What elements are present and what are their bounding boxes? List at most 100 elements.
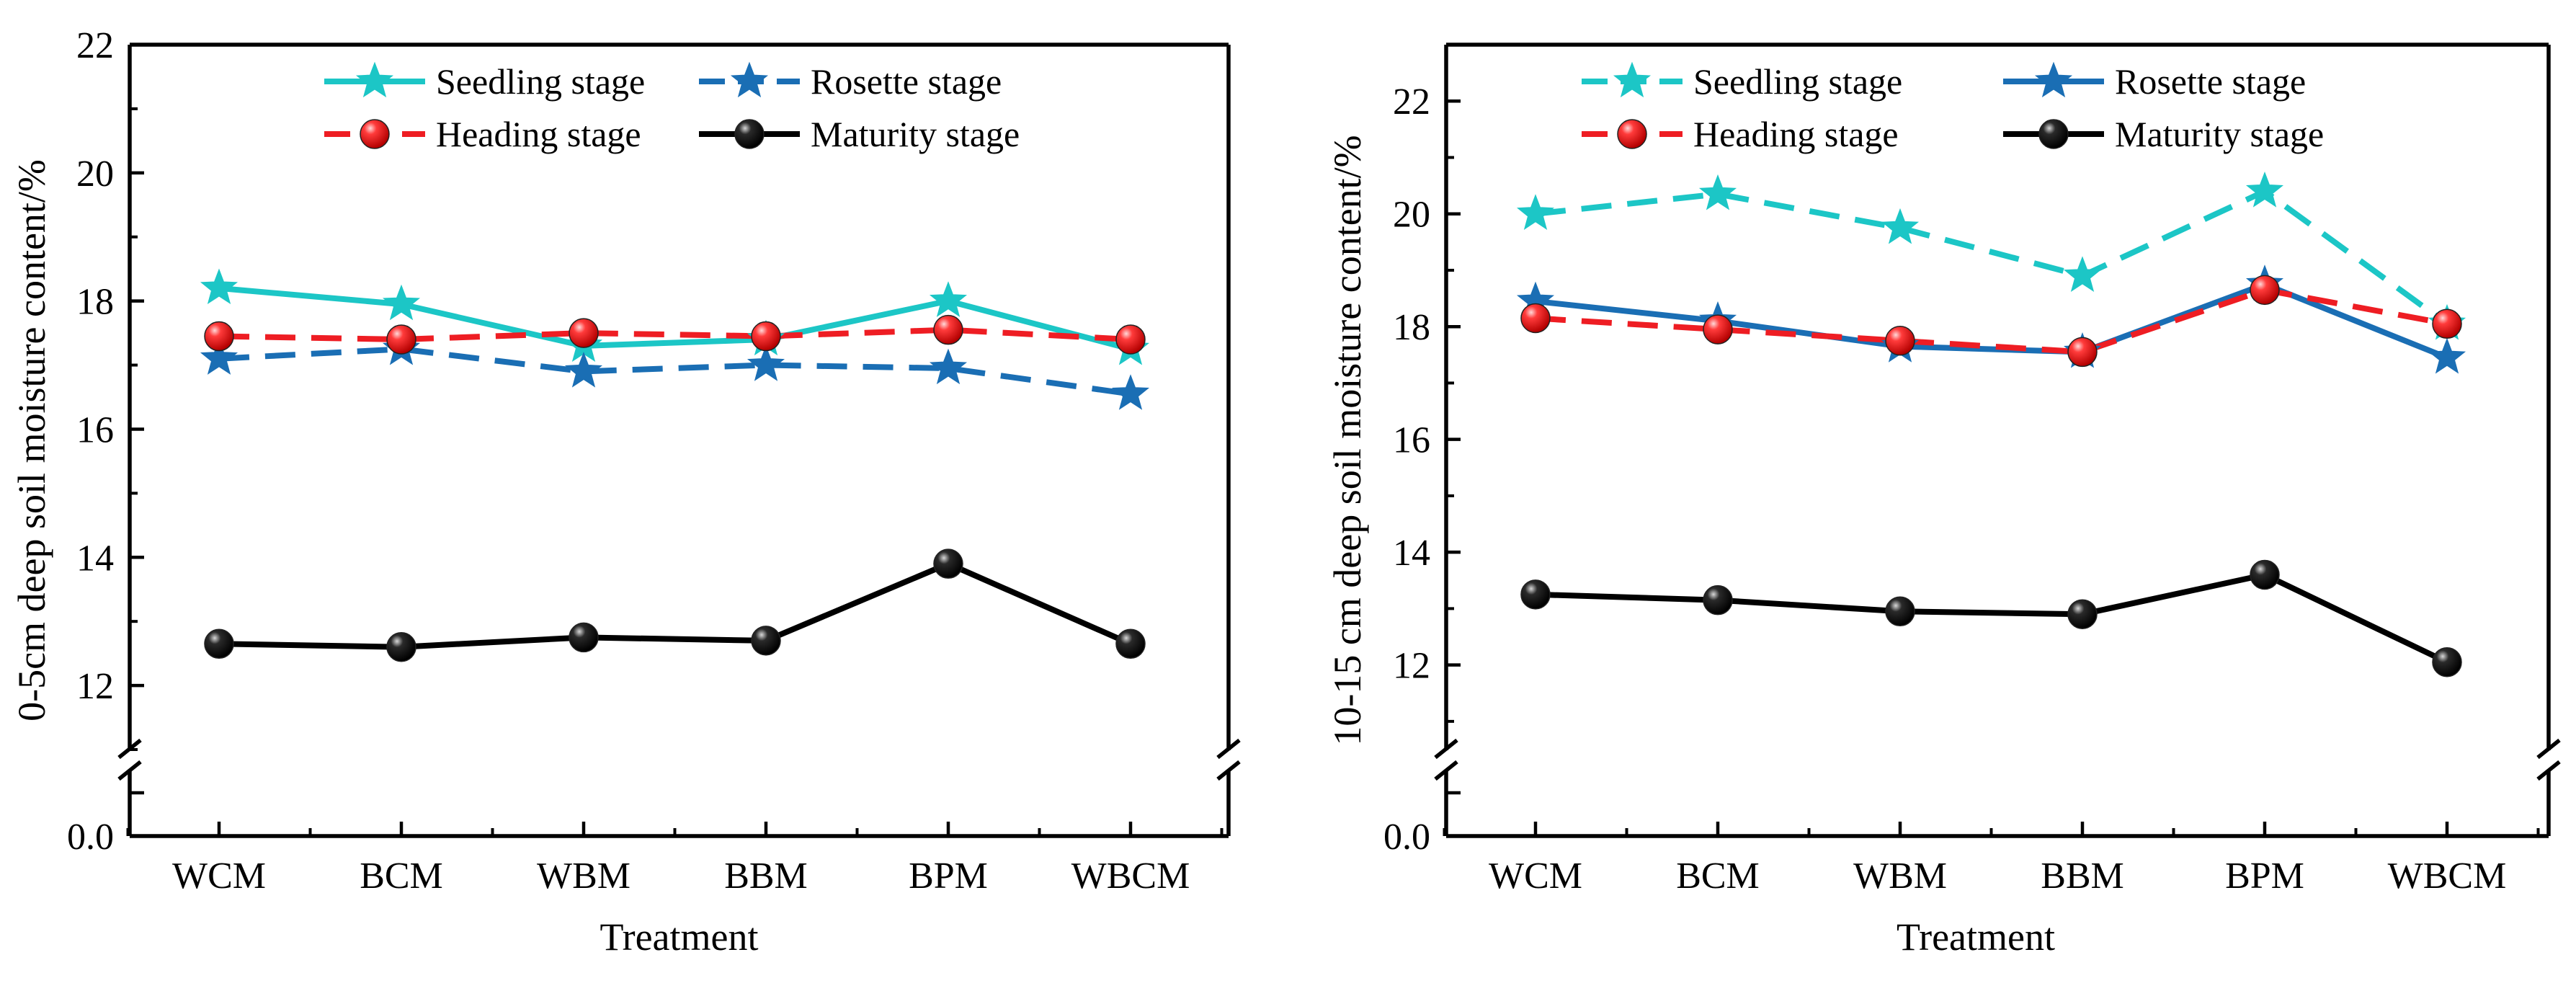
legend-marker-heading-stage <box>1617 119 1647 149</box>
axis-break-mark <box>1434 760 1458 781</box>
y-tick-label: 18 <box>76 282 114 323</box>
data-point-heading-stage-bpm <box>933 314 963 345</box>
legend-label-rosette-stage: Rosette stage <box>2115 61 2306 102</box>
x-tick-label-wbm: WBM <box>537 856 630 897</box>
data-point-heading-stage-bcm <box>386 324 416 355</box>
legend-marker-heading-stage <box>360 119 390 149</box>
data-point-heading-stage-wbcm <box>2432 308 2462 339</box>
y-tick-label: 12 <box>1393 646 1430 687</box>
series-line-rosette-stage <box>1535 281 2448 360</box>
data-point-heading-stage-bcm <box>1703 314 1733 345</box>
y-tick-label: 12 <box>76 666 114 707</box>
chart-panel-left: 12 14 16 18 20 22 0.0 WCM BCM WBM BBM BPM WBCM Treatm… <box>10 25 1241 959</box>
series-line-seedling-stage <box>1535 188 2449 326</box>
series-line-heading-stage <box>1535 287 2448 355</box>
data-point-rosette-stage-bpm <box>929 348 968 385</box>
data-point-maturity-stage-bpm <box>933 548 963 579</box>
x-axis-title: Treatment <box>600 915 759 959</box>
y-axis-title: 10-15 cm deep soil moisture content/% <box>1326 135 1369 745</box>
legend-label-heading-stage: Heading stage <box>1693 114 1899 154</box>
data-point-maturity-stage-wbcm <box>1115 628 1146 659</box>
y-tick-label: 18 <box>1393 307 1430 348</box>
axis-break-mark <box>1216 738 1241 760</box>
y-tick-label: 14 <box>1393 533 1430 574</box>
data-point-heading-stage-wcm <box>1520 303 1551 334</box>
series-line-maturity-stage <box>218 561 1132 650</box>
series-line-seedling-stage <box>218 285 1132 352</box>
data-point-rosette-stage-wbcm <box>1111 374 1150 410</box>
x-tick-label-bbm: BBM <box>2041 856 2124 897</box>
data-point-seedling-stage-bpm <box>2245 171 2284 208</box>
legend-marker-seedling-stage <box>355 61 394 98</box>
chart-panel-right: 12 14 16 18 20 22 0.0 WCM BCM WBM BBM BPM WBCM Treatm… <box>1326 43 2561 959</box>
legend-marker-maturity-stage <box>734 119 765 149</box>
data-point-heading-stage-wbm <box>1885 326 1915 356</box>
legend-marker-maturity-stage <box>2038 119 2069 149</box>
x-tick-label-wbcm: WBCM <box>1071 856 1190 897</box>
axis-break-mark <box>2536 738 2561 760</box>
x-tick-label-wcm: WCM <box>172 856 266 897</box>
y-zero-label: 0.0 <box>1383 817 1430 858</box>
series-line-rosette-stage <box>218 346 1131 397</box>
data-point-seedling-stage-wbm <box>1881 208 1920 244</box>
y-tick-label: 14 <box>76 538 114 579</box>
legend-marker-rosette-stage <box>2034 61 2073 98</box>
legend-marker-rosette-stage <box>730 61 769 98</box>
legend-label-seedling-stage: Seedling stage <box>436 61 645 102</box>
data-point-seedling-stage-bbm <box>2063 256 2102 292</box>
data-point-maturity-stage-wcm <box>204 628 234 659</box>
axis-break-mark <box>117 760 142 781</box>
x-tick-label-bbm: BBM <box>724 856 808 897</box>
data-point-rosette-stage-wbcm <box>2428 337 2466 374</box>
y-tick-label: 22 <box>76 25 114 66</box>
axis-break-mark <box>1434 738 1458 760</box>
series-line-maturity-stage <box>1535 572 2448 665</box>
data-point-maturity-stage-bbm <box>2067 599 2098 629</box>
data-point-heading-stage-wcm <box>204 321 234 352</box>
y-tick-label: 16 <box>1393 420 1430 461</box>
legend-label-maturity-stage: Maturity stage <box>2115 114 2324 154</box>
data-point-seedling-stage-wcm <box>1516 194 1555 230</box>
data-point-seedling-stage-bpm <box>929 281 968 317</box>
x-tick-label-wbcm: WBCM <box>2388 856 2507 897</box>
data-point-maturity-stage-bpm <box>2250 559 2280 590</box>
series-line-heading-stage <box>218 326 1131 342</box>
data-point-maturity-stage-wbm <box>569 622 599 653</box>
legend-marker-seedling-stage <box>1613 61 1652 98</box>
data-point-maturity-stage-bcm <box>1703 585 1733 616</box>
data-point-seedling-stage-bcm <box>1698 174 1737 210</box>
data-point-rosette-stage-wcm <box>200 339 239 375</box>
y-tick-label: 20 <box>76 154 114 195</box>
legend-label-heading-stage: Heading stage <box>436 114 641 154</box>
data-point-heading-stage-bbm <box>751 321 781 352</box>
x-tick-label-bpm: BPM <box>909 856 988 897</box>
y-zero-label: 0.0 <box>67 817 114 858</box>
data-point-maturity-stage-wbcm <box>2432 646 2462 677</box>
y-axis-title: 0-5cm deep soil moisture content/% <box>10 159 53 721</box>
x-axis-title: Treatment <box>1897 915 2055 959</box>
data-point-maturity-stage-wbm <box>1885 596 1915 627</box>
data-point-maturity-stage-bcm <box>386 631 416 662</box>
data-point-heading-stage-bpm <box>2250 275 2280 306</box>
x-tick-label-wbm: WBM <box>1853 856 1947 897</box>
x-tick-label-bcm: BCM <box>1676 856 1760 897</box>
axis-break-mark <box>1216 760 1241 781</box>
y-tick-label: 22 <box>1393 81 1430 123</box>
data-point-seedling-stage-bcm <box>382 284 421 321</box>
data-point-maturity-stage-bbm <box>751 626 781 656</box>
legend-label-seedling-stage: Seedling stage <box>1693 61 1902 102</box>
data-point-seedling-stage-wcm <box>200 268 239 305</box>
x-tick-label-bcm: BCM <box>360 856 443 897</box>
data-point-rosette-stage-wbm <box>564 351 603 388</box>
legend-label-rosette-stage: Rosette stage <box>811 61 1002 102</box>
data-point-heading-stage-wbm <box>569 318 599 348</box>
y-tick-label: 20 <box>1393 195 1430 236</box>
axis-break-mark <box>2536 760 2561 781</box>
data-point-maturity-stage-wcm <box>1520 579 1551 610</box>
y-tick-label: 16 <box>76 409 114 450</box>
data-point-heading-stage-wbcm <box>1115 324 1146 355</box>
x-tick-label-wcm: WCM <box>1489 856 1582 897</box>
x-tick-label-bpm: BPM <box>2225 856 2304 897</box>
data-point-heading-stage-bbm <box>2067 337 2098 368</box>
